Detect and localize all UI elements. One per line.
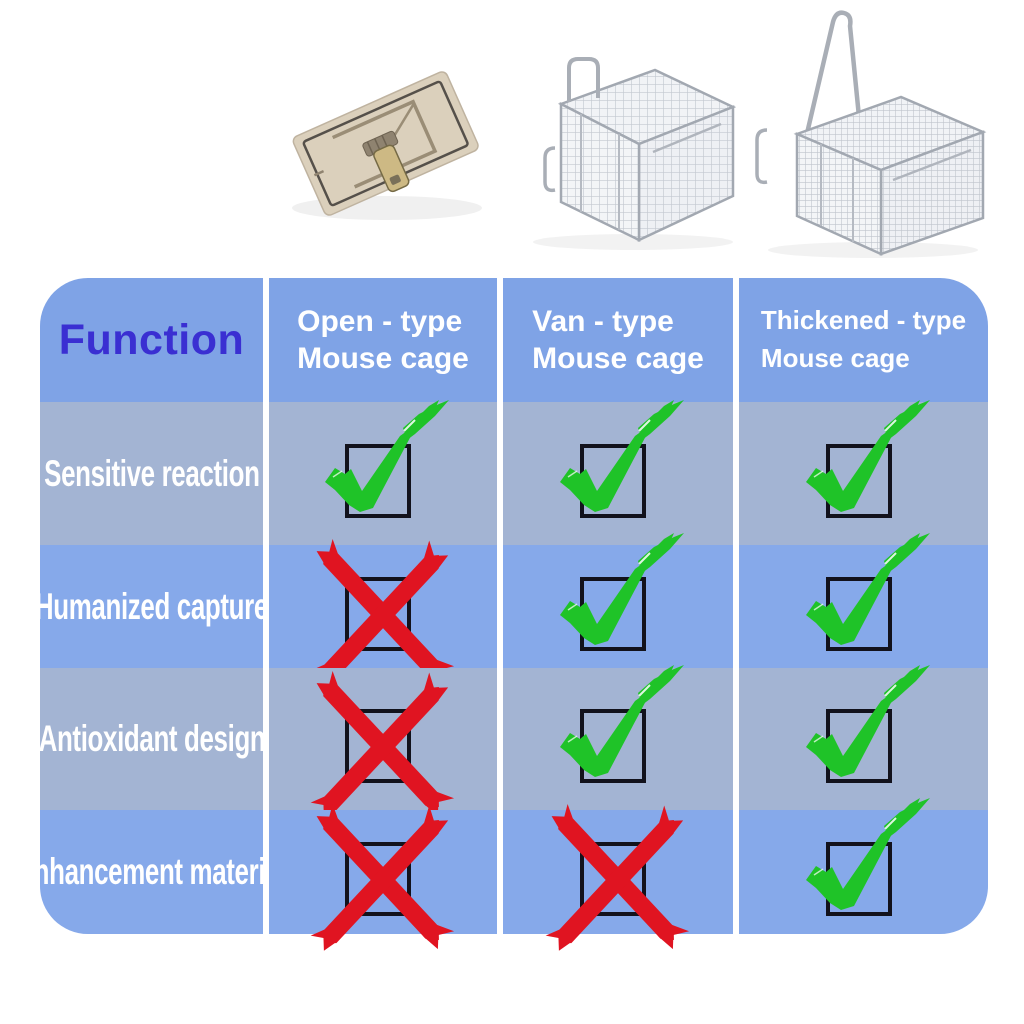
row-label-enhancement-material: Enhancement material (16, 851, 287, 892)
function-header-label: Function (58, 315, 245, 364)
cross-icon (545, 803, 690, 951)
row-label-cell: Humanized capture (35, 545, 268, 668)
checkbox-outline (580, 842, 646, 916)
row-label-cell: Sensitive reaction (40, 402, 263, 545)
column-title-van-type: Van - type Mouse cage (532, 304, 704, 376)
row-label-humanized-capture: Humanized capture (35, 585, 268, 627)
table-cell (269, 803, 497, 951)
mark-van-enhancement (538, 792, 698, 952)
table-cell (269, 538, 497, 686)
mark-thickened-sensitive (784, 394, 944, 554)
mark-open-humanized (303, 527, 463, 687)
check-icon (805, 665, 930, 777)
mark-open-enhancement (303, 792, 463, 952)
check-icon (560, 532, 684, 645)
check-icon (325, 399, 449, 512)
check-icon (805, 532, 930, 645)
header-cell-van-type: Van - type Mouse cage (503, 278, 733, 402)
table-cell (503, 399, 733, 545)
table-cell (503, 532, 733, 668)
table-cell (739, 798, 988, 934)
row-label-cell: Antioxidant design (38, 668, 265, 810)
row-label-cell: Enhancement material (17, 810, 287, 934)
table-cell (739, 665, 988, 810)
check-icon (805, 798, 930, 910)
table-cell (269, 668, 497, 818)
table-cell (739, 399, 988, 545)
check-icon (560, 665, 684, 777)
mark-thickened-enhancement (784, 792, 944, 952)
table-cell (503, 803, 733, 951)
header-cell-thickened-type: Thickened - type Mouse cage (739, 278, 988, 402)
mark-open-sensitive (303, 394, 463, 554)
table-cell (739, 532, 988, 668)
mark-thickened-humanized (784, 527, 944, 687)
table-cell (503, 665, 733, 810)
cross-icon (310, 803, 455, 951)
column-title-open-type: Open - type Mouse cage (297, 304, 469, 376)
check-icon (805, 399, 930, 512)
header-cell-open-type: Open - type Mouse cage (269, 278, 497, 402)
check-icon (560, 399, 684, 512)
checkbox-outline (345, 576, 411, 651)
product-image-thickened-type-cage (755, 10, 987, 258)
product-image-open-type-snap-trap (292, 71, 482, 220)
checkbox-outline (345, 709, 411, 783)
mark-van-antioxidant (538, 659, 698, 819)
table-cell (269, 399, 497, 545)
row-label-sensitive-reaction: Sensitive reaction (43, 452, 260, 494)
row-label-antioxidant-design: Antioxidant design (38, 718, 265, 759)
column-title-thickened-type: Thickened - type Mouse cage (760, 305, 967, 373)
header-cell-function: Function (40, 278, 263, 402)
comparison-table: Function Open - type Mouse cage Van - ty… (17, 278, 988, 951)
checkbox-outline (345, 842, 411, 916)
mark-van-humanized (538, 527, 698, 687)
product-image-van-type-cage (533, 57, 737, 250)
mark-van-sensitive (538, 394, 698, 554)
mark-thickened-antioxidant (784, 659, 944, 819)
